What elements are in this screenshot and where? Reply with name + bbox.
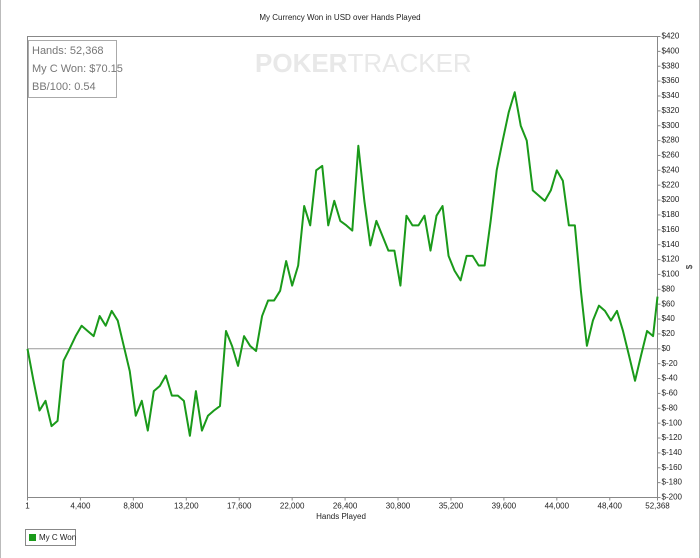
x-tick-label: 35,200 — [439, 502, 464, 511]
y-tick-label: $20 — [662, 329, 676, 338]
plot-frame — [27, 36, 658, 498]
y-tick-label: $60 — [662, 299, 676, 308]
info-text: My C Won: $70.15 — [32, 63, 123, 75]
x-tick-label: 26,400 — [333, 502, 358, 511]
y-tick-label: $380 — [662, 61, 680, 70]
x-tick-label: 13,200 — [174, 502, 199, 511]
chart-title: My Currency Won in USD over Hands Played — [259, 13, 420, 22]
legend-swatch — [29, 534, 36, 541]
y-tick-label: $-180 — [662, 478, 683, 487]
info-box — [28, 40, 117, 98]
y-tick-label: $140 — [662, 240, 680, 249]
y-tick-label: $-120 — [662, 433, 683, 442]
legend-label: My C Won — [39, 533, 76, 542]
y-tick-label: $180 — [662, 210, 680, 219]
x-tick-label: 48,400 — [598, 502, 623, 511]
y-tick-label: $-160 — [662, 463, 683, 472]
y-tick-label: $-200 — [662, 493, 683, 502]
y-tick-label: $240 — [662, 165, 680, 174]
y-tick-label: $220 — [662, 180, 680, 189]
y-tick-label: $320 — [662, 106, 680, 115]
watermark-part: TRACKER — [347, 48, 471, 78]
y-tick-label: $40 — [662, 314, 676, 323]
x-tick-label: 44,000 — [545, 502, 570, 511]
y-tick-label: $360 — [662, 76, 680, 85]
y-tick-label: $-80 — [662, 403, 679, 412]
series-line — [26, 91, 659, 437]
y-tick-label: $-60 — [662, 389, 679, 398]
y-tick-label: $80 — [662, 284, 676, 293]
watermark-part: POKER — [255, 48, 348, 78]
y-tick-label: $120 — [662, 255, 680, 264]
y-tick-label: $-20 — [662, 359, 679, 368]
x-tick-label: 22,000 — [280, 502, 305, 511]
y-tick-label: $280 — [662, 136, 680, 145]
y-tick-label: $0 — [662, 344, 671, 353]
y-tick-label: $400 — [662, 46, 680, 55]
y-tick-label: $420 — [662, 32, 680, 41]
x-tick-label: 30,800 — [386, 502, 411, 511]
x-tick-label: 8,800 — [123, 502, 144, 511]
legend — [25, 529, 76, 546]
y-tick-label: $-140 — [662, 448, 683, 457]
watermark: POKERTRACKER — [255, 48, 472, 78]
y-axis-label: $ — [685, 264, 694, 269]
x-tick-label: 17,600 — [227, 502, 252, 511]
y-tick-label: $200 — [662, 195, 680, 204]
info-text: Hands: 52,368 — [32, 45, 104, 57]
y-tick-label: $300 — [662, 121, 680, 130]
x-tick-label: 39,600 — [492, 502, 517, 511]
y-tick-label: $-40 — [662, 374, 679, 383]
y-tick-label: $340 — [662, 91, 680, 100]
y-tick-label: $-100 — [662, 418, 683, 427]
x-axis-label: Hands Played — [316, 512, 366, 521]
y-tick-label: $100 — [662, 270, 680, 279]
info-text: BB/100: 0.54 — [32, 81, 96, 93]
y-tick-label: $260 — [662, 151, 680, 160]
y-tick-label: $160 — [662, 225, 680, 234]
x-tick-label: 4,400 — [70, 502, 91, 511]
x-tick-label: 1 — [25, 502, 30, 511]
x-tick-label: 52,368 — [645, 502, 670, 511]
